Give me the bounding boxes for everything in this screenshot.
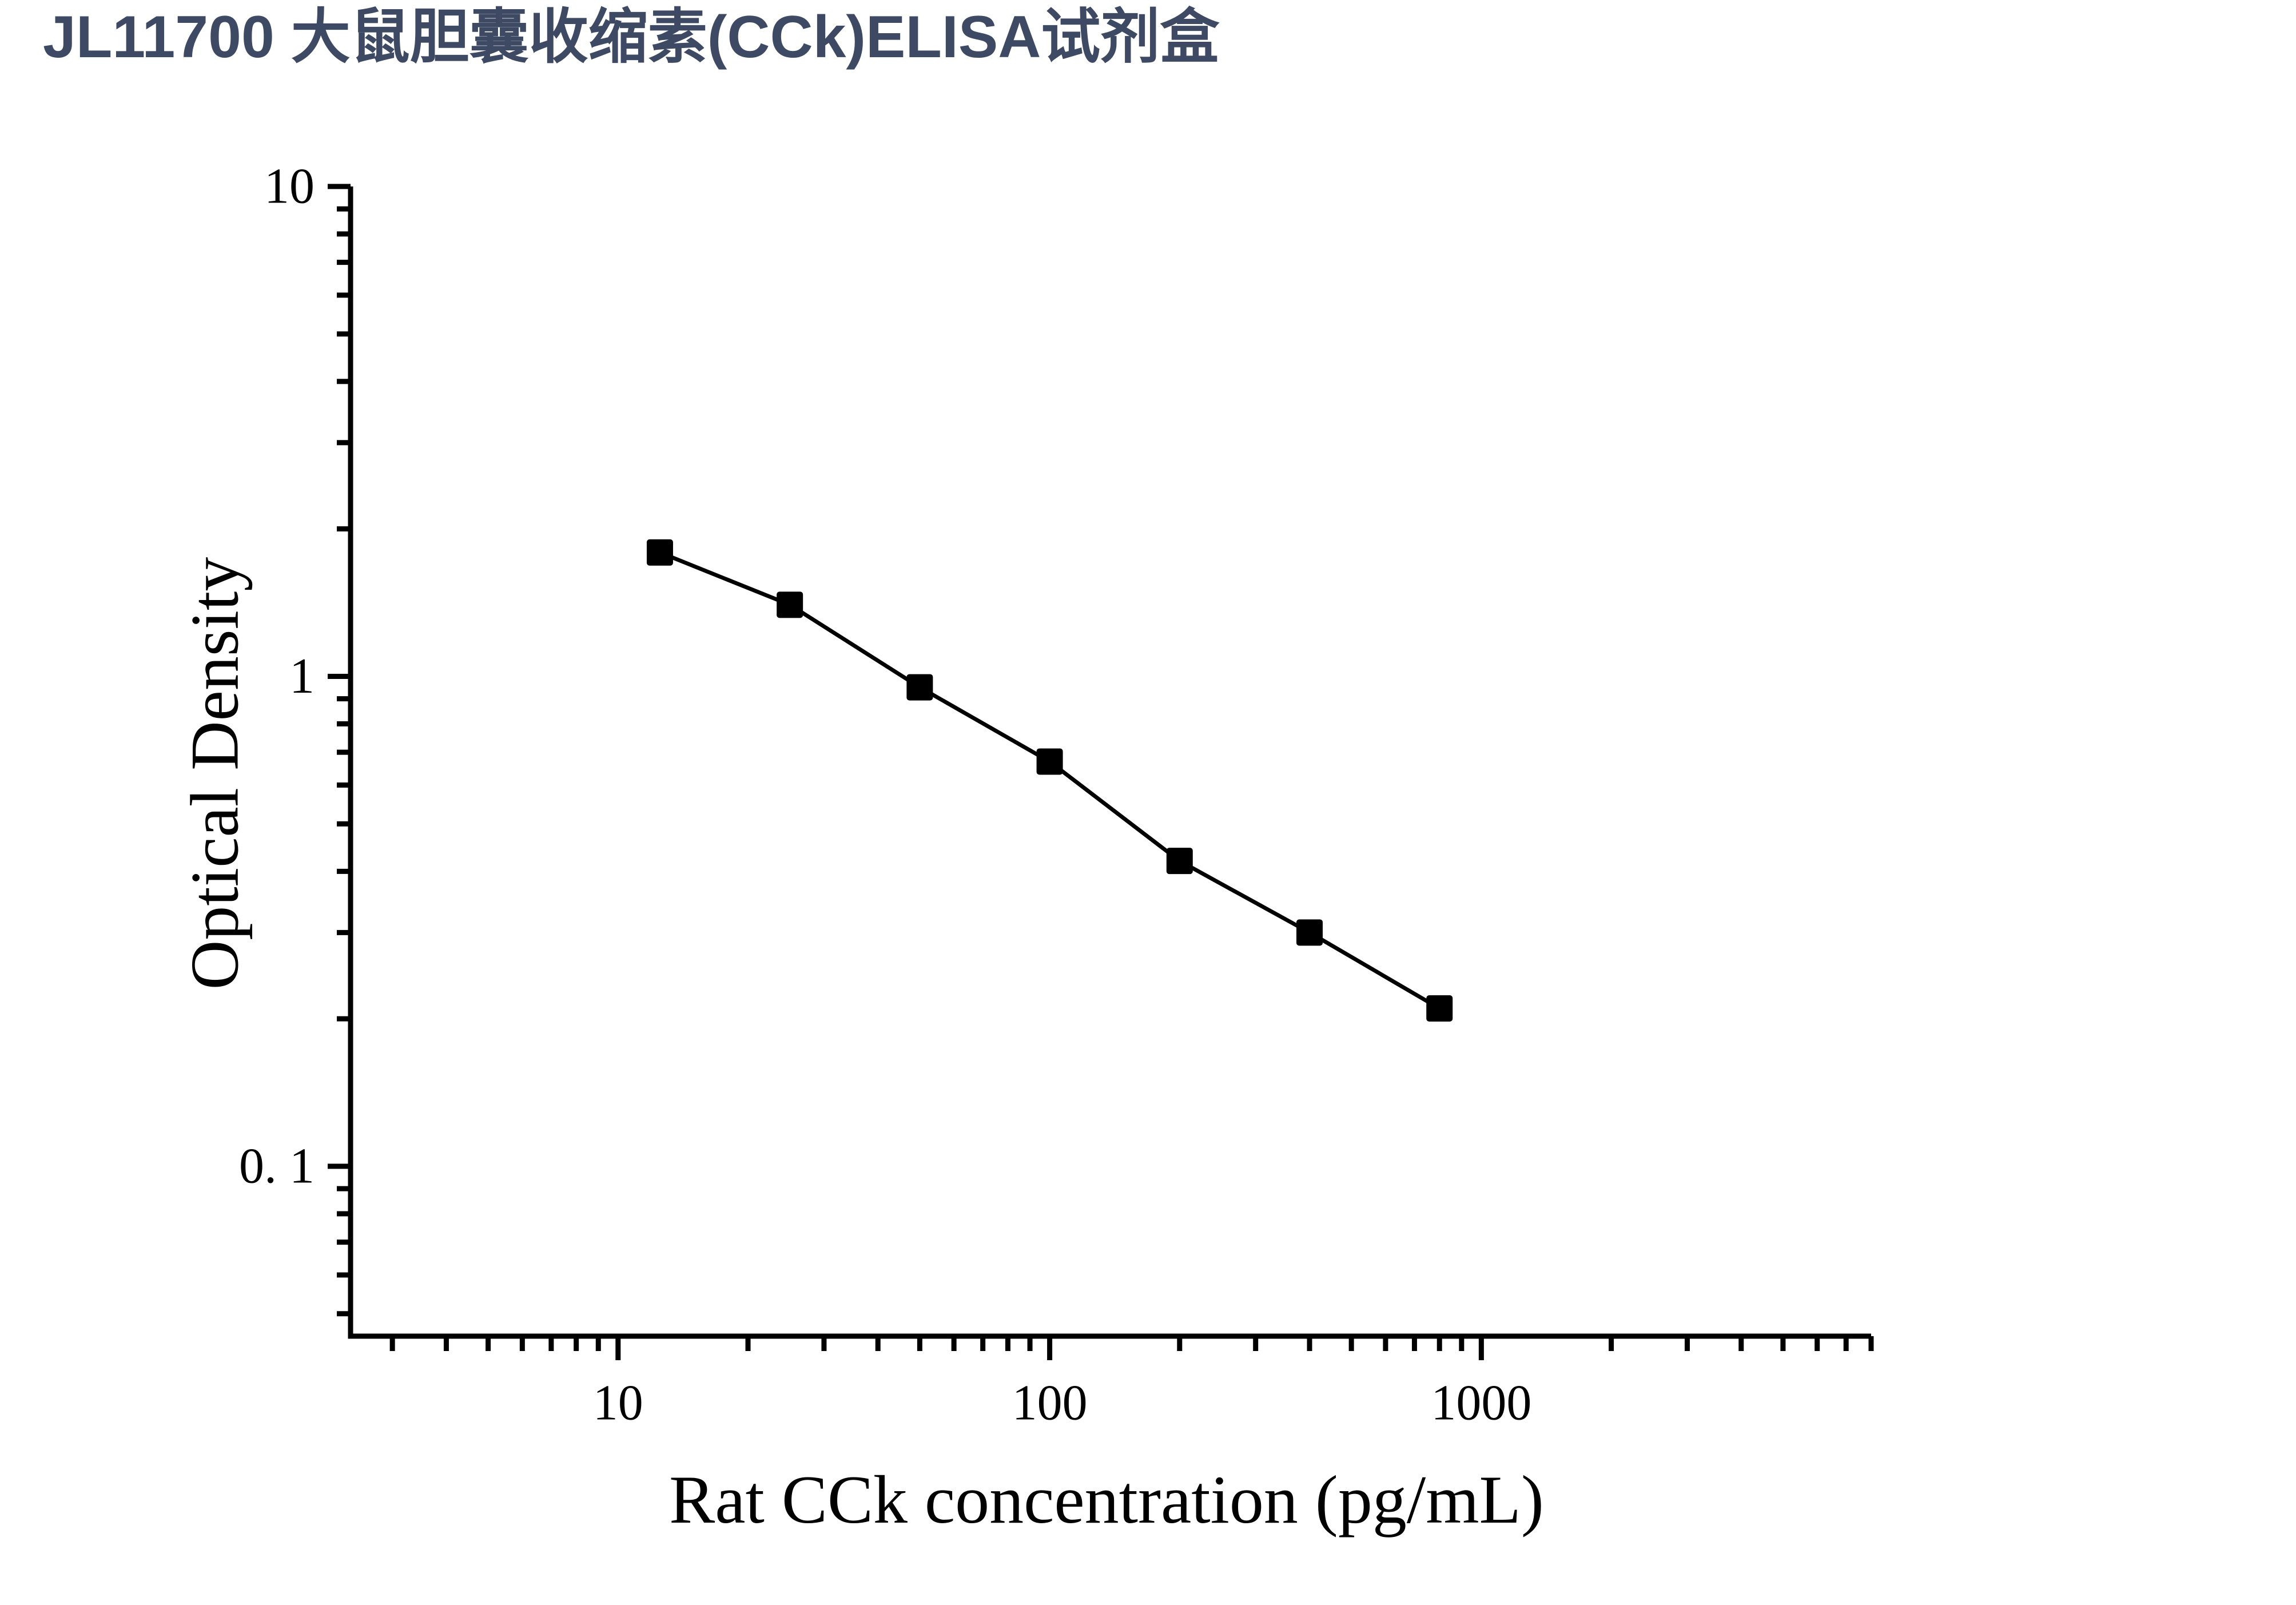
x-axis-tick-label: 10 bbox=[593, 1376, 643, 1431]
y-axis-tick-label: 10 bbox=[264, 159, 315, 214]
y-axis-title: Optical Density bbox=[177, 557, 253, 990]
data-point-marker bbox=[1036, 748, 1063, 775]
y-axis-tick-label: 0. 1 bbox=[239, 1138, 315, 1194]
data-point-marker bbox=[906, 674, 933, 701]
x-axis-title: Rat CCk concentration (pg/mL) bbox=[669, 1461, 1544, 1538]
data-point-marker bbox=[777, 591, 803, 618]
data-point-marker bbox=[1166, 848, 1193, 875]
x-axis-tick-label: 100 bbox=[1012, 1376, 1088, 1431]
axis-spines bbox=[348, 186, 1871, 1339]
x-axis-tick-label: 1000 bbox=[1431, 1376, 1531, 1431]
data-point-marker bbox=[646, 539, 673, 566]
page-title: JL11700 大鼠胆囊收缩素(CCk)ELISA试剂盒 bbox=[43, 4, 1220, 70]
data-point-marker bbox=[1426, 995, 1453, 1022]
y-axis-tick-label: 1 bbox=[289, 649, 315, 704]
data-point-marker bbox=[1296, 919, 1323, 946]
